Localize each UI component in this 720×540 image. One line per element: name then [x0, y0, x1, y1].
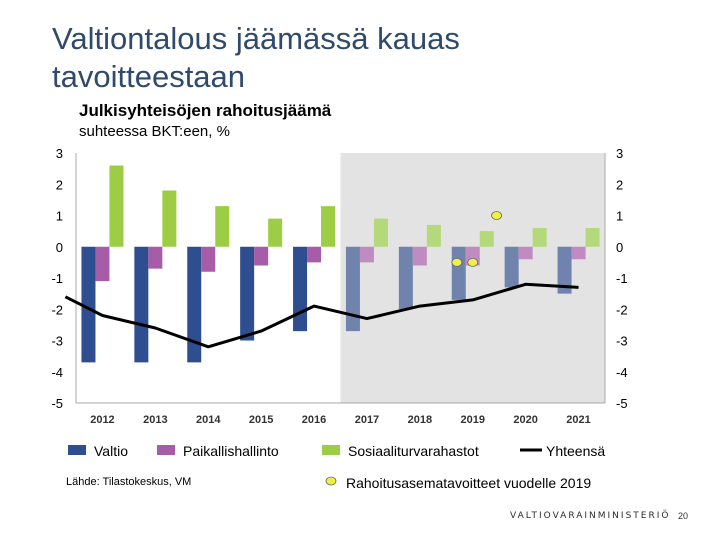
- legend-label-sosiaaliturvarahastot: Sosiaaliturvarahastot: [348, 443, 479, 459]
- legend-swatch-paikallishallinto: [157, 445, 175, 455]
- source-text: Lähde: Tilastokeskus, VM: [66, 476, 191, 488]
- bar-sosiaaliturvarahastot-2014: [215, 206, 230, 247]
- y-tick-left: 2: [56, 177, 63, 192]
- footer-brand: VALTIOVARAINMINISTERIÖ: [510, 511, 671, 521]
- bar-valtio-2021: [557, 246, 572, 294]
- chart-title: Julkisyhteisöjen rahoitusjäämä: [79, 101, 332, 120]
- legend-label-paikallishallinto: Paikallishallinto: [183, 443, 279, 459]
- bar-valtio-2015: [240, 246, 255, 341]
- legend-label-yhteens-: Yhteensä: [546, 443, 605, 459]
- y-tick-right: -1: [616, 271, 628, 286]
- legend-label-targets: Rahoitusasematavoitteet vuodelle 2019: [346, 475, 591, 491]
- bar-valtio-2013: [134, 246, 149, 363]
- x-tick-label: 2017: [355, 414, 379, 426]
- y-tick-right: 1: [616, 209, 623, 224]
- y-tick-right: -3: [616, 334, 628, 349]
- x-tick-label: 2018: [408, 414, 432, 426]
- slide-title: Valtiontalous jäämässä kauas tavoitteest…: [52, 20, 572, 96]
- bar-paikallishallinto-2017: [359, 246, 374, 263]
- y-tick-left: 0: [56, 240, 63, 255]
- y-tick-left: 1: [56, 209, 63, 224]
- target-marker-valtio: [491, 211, 502, 220]
- bar-paikallishallinto-2014: [201, 246, 216, 272]
- bar-sosiaaliturvarahastot-2020: [532, 228, 547, 247]
- page-number: 20: [678, 511, 689, 521]
- x-tick-label: 2014: [196, 414, 221, 426]
- y-tick-right: -5: [616, 396, 628, 411]
- bar-paikallishallinto-2015: [254, 246, 269, 266]
- bar-sosiaaliturvarahastot-2012: [109, 165, 124, 247]
- bar-paikallishallinto-2018: [412, 246, 427, 266]
- y-tick-right: -4: [616, 365, 628, 380]
- slide-title-line1: Valtiontalous jäämässä kauas: [52, 21, 460, 56]
- legend-swatch-sosiaaliturvarahastot: [322, 445, 340, 455]
- y-tick-right: 2: [616, 177, 623, 192]
- legend-label-valtio: Valtio: [94, 443, 128, 459]
- bar-sosiaaliturvarahastot-2017: [373, 218, 388, 247]
- bar-valtio-2020: [504, 246, 519, 288]
- bar-sosiaaliturvarahastot-2019: [479, 231, 494, 247]
- chart-subtitle: suhteessa BKT:een, %: [79, 123, 230, 140]
- x-tick-label: 2016: [302, 414, 326, 426]
- y-tick-left: -2: [51, 302, 63, 317]
- legend-swatch-valtio: [68, 445, 86, 455]
- bar-paikallishallinto-2013: [148, 246, 163, 269]
- bar-sosiaaliturvarahastot-2013: [162, 190, 177, 247]
- x-tick-label: 2013: [143, 414, 167, 426]
- y-tick-left: -3: [51, 334, 63, 349]
- bar-valtio-2019: [451, 246, 466, 300]
- y-tick-left: -1: [51, 271, 63, 286]
- line-yhteens-: [64, 282, 579, 349]
- x-tick-label: 2015: [249, 414, 273, 426]
- slide-title-line2: tavoitteestaan: [52, 59, 246, 94]
- x-tick-label: 2019: [461, 414, 485, 426]
- y-tick-left: -5: [51, 396, 63, 411]
- y-tick-right: -2: [616, 302, 628, 317]
- y-tick-left: 3: [56, 146, 63, 161]
- bar-sosiaaliturvarahastot-2015: [268, 218, 283, 247]
- bar-valtio-2014: [187, 246, 202, 363]
- x-tick-label: 2012: [90, 414, 114, 426]
- x-tick-label: 2020: [513, 414, 537, 426]
- y-tick-left: -4: [51, 365, 63, 380]
- target-marker-sosiaaliturvarahastot: [467, 257, 479, 267]
- bar-paikallishallinto-2016: [307, 246, 322, 263]
- bar-sosiaaliturvarahastot-2018: [426, 224, 441, 247]
- bar-valtio-2016: [293, 246, 308, 332]
- y-tick-right: 3: [616, 146, 623, 161]
- legend-swatch-targets: [325, 476, 337, 486]
- x-tick-label: 2021: [566, 414, 590, 426]
- bar-valtio-2012: [81, 246, 96, 363]
- bar-valtio-2018: [398, 246, 413, 310]
- bar-paikallishallinto-2012: [95, 246, 110, 282]
- bar-valtio-2017: [345, 246, 360, 332]
- y-tick-right: 0: [616, 240, 623, 255]
- bar-paikallishallinto-2020: [518, 246, 533, 260]
- bar-sosiaaliturvarahastot-2016: [321, 206, 336, 247]
- target-marker-paikallishallinto: [451, 257, 463, 267]
- bar-paikallishallinto-2021: [571, 246, 586, 260]
- bar-sosiaaliturvarahastot-2021: [585, 228, 600, 247]
